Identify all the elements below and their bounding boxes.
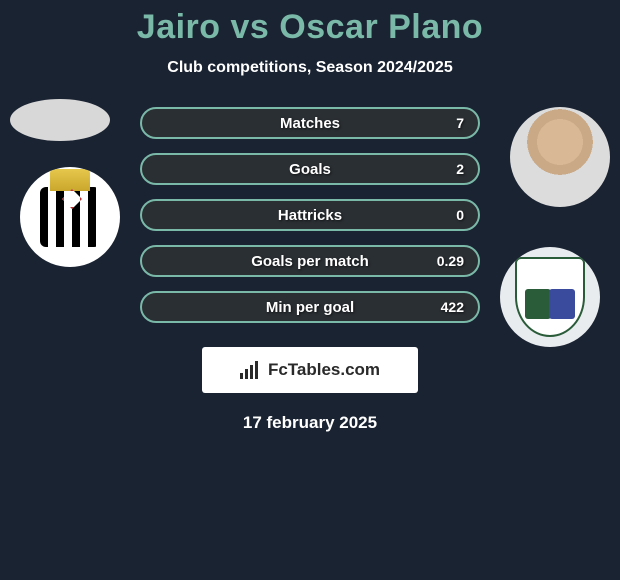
stat-rows: Matches 7 Goals 2 Hattricks 0 Goals per …: [140, 107, 480, 323]
stat-label: Goals: [289, 161, 331, 178]
comparison-title: Jairo vs Oscar Plano: [0, 8, 620, 47]
stat-label: Min per goal: [266, 299, 354, 316]
season-subtitle: Club competitions, Season 2024/2025: [0, 59, 620, 77]
stat-value-right: 422: [441, 299, 464, 315]
stat-label: Hattricks: [278, 207, 342, 224]
brand-text: FcTables.com: [268, 360, 380, 380]
club-right-badge: [500, 247, 600, 347]
bar-chart-icon: [240, 361, 262, 379]
stat-value-right: 2: [456, 161, 464, 177]
brand-box: FcTables.com: [202, 347, 418, 393]
club-right-crest-icon: [515, 257, 585, 337]
club-left-badge: [20, 167, 120, 267]
club-left-crest-icon: [40, 187, 100, 247]
stat-value-right: 0.29: [437, 253, 464, 269]
stat-row-matches: Matches 7: [140, 107, 480, 139]
snapshot-date: 17 february 2025: [0, 413, 620, 433]
stat-value-right: 0: [456, 207, 464, 223]
stat-row-goals: Goals 2: [140, 153, 480, 185]
stats-area: Matches 7 Goals 2 Hattricks 0 Goals per …: [0, 107, 620, 433]
stat-value-right: 7: [456, 115, 464, 131]
stat-row-hattricks: Hattricks 0: [140, 199, 480, 231]
player-left-avatar: [10, 99, 110, 141]
player-right-avatar: [510, 107, 610, 207]
stat-label: Goals per match: [251, 253, 369, 270]
stat-row-min-per-goal: Min per goal 422: [140, 291, 480, 323]
stat-row-goals-per-match: Goals per match 0.29: [140, 245, 480, 277]
stat-label: Matches: [280, 115, 340, 132]
infographic-root: Jairo vs Oscar Plano Club competitions, …: [0, 0, 620, 433]
